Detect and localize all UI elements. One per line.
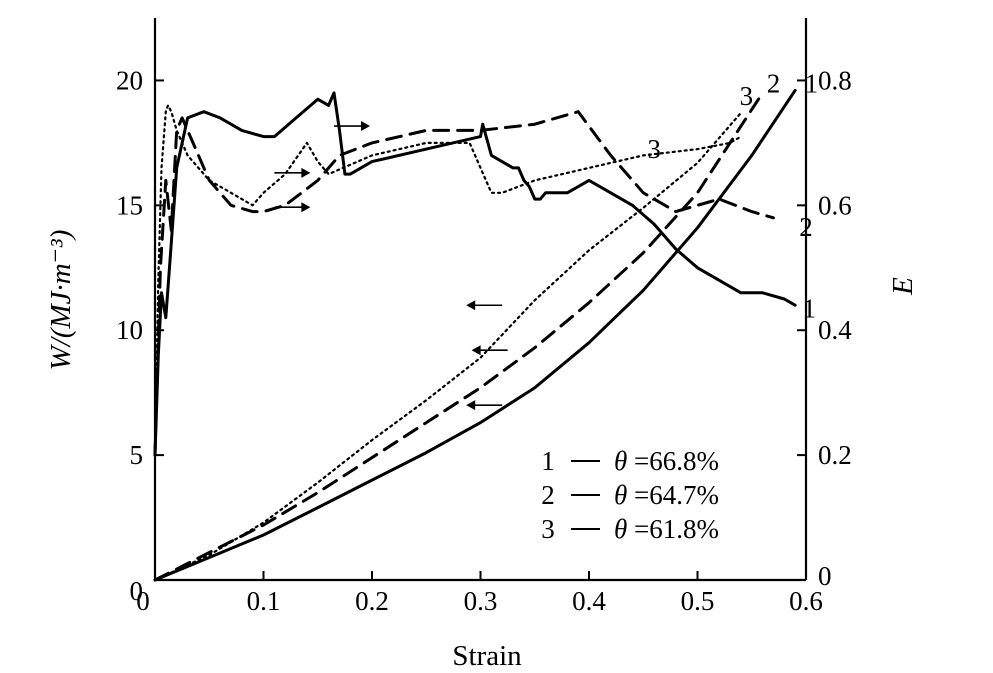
legend-text: θ =64.7% xyxy=(614,480,719,510)
legend: 1 θ =66.8% 2 θ =64.7% 3 θ =61.8% xyxy=(541,446,719,544)
series-2-w-line xyxy=(153,91,765,582)
y-axis-label: W/(MJ·m⁻³) xyxy=(45,230,77,371)
x-tick-label: 0.4 xyxy=(572,586,606,616)
arrow-left xyxy=(466,400,503,411)
curve-label: 2 xyxy=(799,212,813,242)
y2-ticks: 0 0.2 0.4 0.6 0.8 xyxy=(797,65,852,591)
x-ticks: 0 0.1 0.2 0.3 0.4 0.5 0.6 xyxy=(136,571,823,616)
arrow-left xyxy=(466,300,503,311)
y-tick-label: 5 xyxy=(130,440,144,470)
x-tick-label: 0.2 xyxy=(355,586,389,616)
legend-text: θ =61.8% xyxy=(614,514,719,544)
y-tick-label: 15 xyxy=(116,190,143,220)
curve-label: 3 xyxy=(647,134,661,164)
curve-label: 1 xyxy=(805,69,819,99)
series-1-e-line xyxy=(153,91,797,457)
y2-tick-label: 0.6 xyxy=(818,190,852,220)
y2-axis-label: E xyxy=(887,277,919,296)
y-ticks: 0 5 10 15 20 xyxy=(116,65,164,606)
x-tick-label: 0 xyxy=(136,586,150,616)
series-1-w-line xyxy=(153,88,797,582)
y-tick-label: 20 xyxy=(116,65,143,95)
arrow-right xyxy=(274,167,311,178)
legend-text: θ =66.8% xyxy=(614,446,719,476)
x-tick-label: 0.3 xyxy=(464,586,498,616)
y-tick-label: 10 xyxy=(116,315,143,345)
x-axis-label: Strain xyxy=(452,640,522,672)
legend-number: 1 xyxy=(541,446,555,476)
arrow-right xyxy=(274,202,311,213)
arrow-left xyxy=(471,345,508,356)
series-2-e-line xyxy=(153,110,775,457)
x-tick-label: 0.1 xyxy=(247,586,281,616)
x-tick-label: 0.5 xyxy=(681,586,715,616)
y2-tick-label: 0.2 xyxy=(818,440,852,470)
y-tick-label: 0 xyxy=(130,576,144,606)
x-tick-label: 0.6 xyxy=(789,586,823,616)
series-3-e-line xyxy=(153,104,742,457)
y2-tick-label: 0.4 xyxy=(818,315,852,345)
series-3-w-line xyxy=(153,111,742,582)
y2-tick-label: 0 xyxy=(818,561,832,591)
arrow-right xyxy=(334,121,371,132)
curve-label: 2 xyxy=(767,69,781,99)
y2-tick-label: 0.8 xyxy=(818,65,852,95)
curve-label: 1 xyxy=(803,293,817,323)
legend-number: 3 xyxy=(541,514,555,544)
curve-label: 3 xyxy=(740,81,754,111)
curves xyxy=(153,88,797,582)
legend-number: 2 xyxy=(541,480,555,510)
